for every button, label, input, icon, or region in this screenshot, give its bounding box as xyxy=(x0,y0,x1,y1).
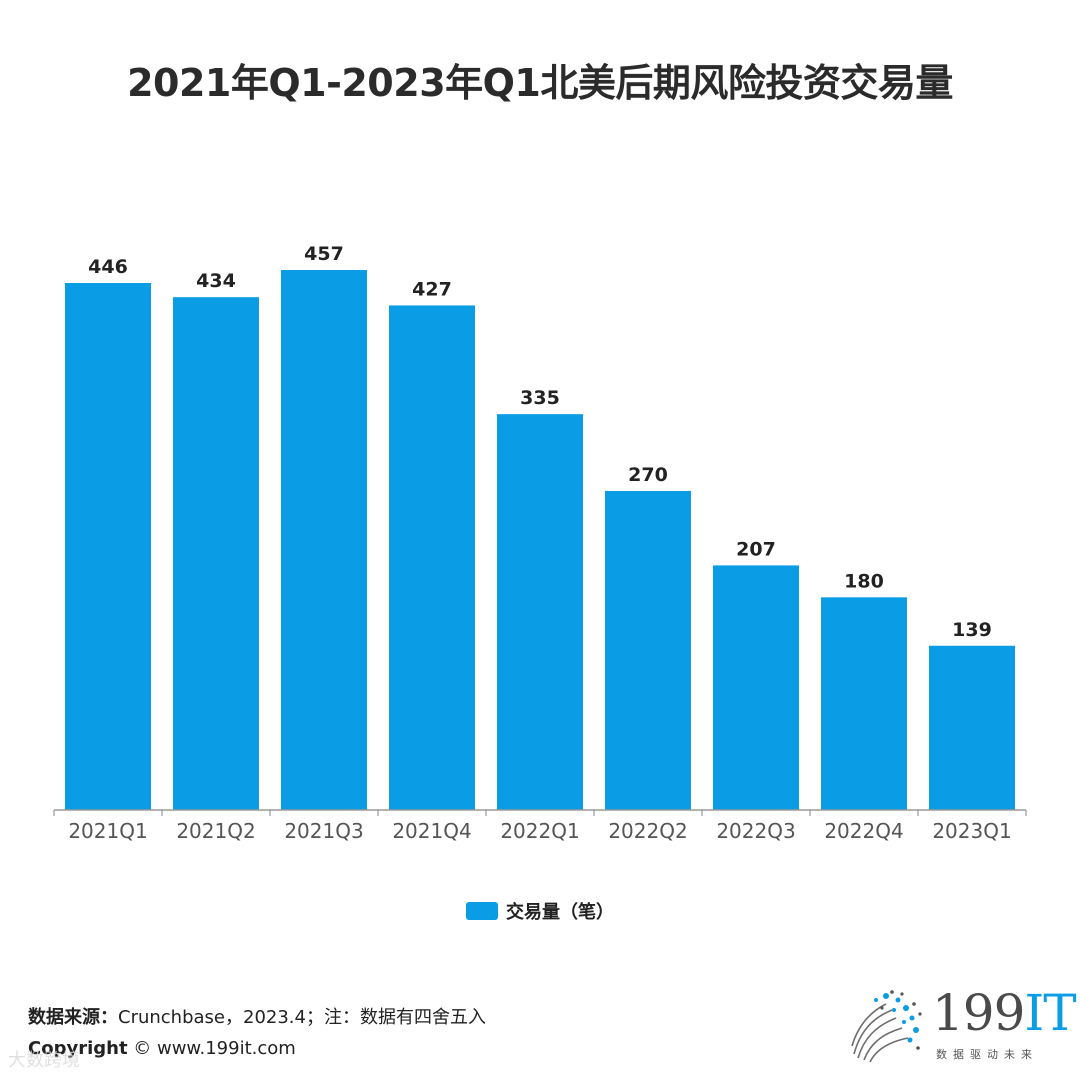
value-labels-layer: 446 434 457 427 335 270 207 180 139 xyxy=(88,243,992,641)
logo-it: IT xyxy=(1024,984,1076,1042)
bar-2022Q1 xyxy=(497,414,583,810)
bar-2021Q4 xyxy=(389,305,475,810)
data-label-2023Q1: 139 xyxy=(952,619,992,641)
data-label-2021Q2: 434 xyxy=(196,270,236,292)
watermark-text: 大数跨境 xyxy=(8,1050,80,1071)
legend-swatch xyxy=(466,902,498,920)
source-text: Crunchbase，2023.4；注：数据有四舍五入 xyxy=(118,1007,486,1028)
bar-2021Q2 xyxy=(173,297,259,810)
bar-2022Q4 xyxy=(821,597,907,810)
x-tick-label-2021Q2: 2021Q2 xyxy=(176,819,255,843)
legend: 交易量（笔） xyxy=(0,898,1080,924)
x-tick-label-2022Q4: 2022Q4 xyxy=(824,819,903,843)
bars-layer xyxy=(65,270,1015,810)
copyright-note: Copyright © www.199it.com xyxy=(28,1038,296,1059)
x-tick-label-2022Q2: 2022Q2 xyxy=(608,819,687,843)
data-label-2022Q3: 207 xyxy=(736,538,776,560)
data-label-2022Q2: 270 xyxy=(628,464,668,486)
x-tick-label-2023Q1: 2023Q1 xyxy=(932,819,1011,843)
bar-2021Q1 xyxy=(65,282,151,810)
bar-2021Q3 xyxy=(281,270,367,810)
data-label-2021Q3: 457 xyxy=(304,243,344,265)
x-axis: 2021Q1 2021Q2 2021Q3 2021Q4 2022Q1 2022Q2 2022… xyxy=(53,809,1027,843)
copyright-text: © www.199it.com xyxy=(127,1038,296,1059)
bar-2022Q3 xyxy=(713,565,799,810)
source-note: 数据来源：Crunchbase，2023.4；注：数据有四舍五入 xyxy=(28,1003,486,1029)
data-label-2022Q1: 335 xyxy=(520,387,560,409)
chart-title: 2021年Q1-2023年Q1北美后期风险投资交易量 xyxy=(127,61,953,105)
source-label: 数据来源： xyxy=(28,1007,118,1028)
x-tick-label-2021Q3: 2021Q3 xyxy=(284,819,363,843)
logo-tagline: 数据驱动未来 xyxy=(936,1048,1038,1061)
data-label-2022Q4: 180 xyxy=(844,570,884,592)
bar-chart: 446 434 457 427 335 270 207 180 139 2021Q1 2021Q2… xyxy=(53,243,1027,843)
data-label-2021Q1: 446 xyxy=(88,256,128,278)
x-tick-label-2021Q4: 2021Q4 xyxy=(392,819,471,843)
logo-wordmark: 199IT xyxy=(932,984,1077,1042)
x-tick-label-2022Q1: 2022Q1 xyxy=(500,819,579,843)
brand-logo: 199IT 数据驱动未来 xyxy=(846,984,1077,1068)
legend-label: 交易量（笔） xyxy=(506,902,614,923)
dot-globe-icon xyxy=(851,990,922,1063)
x-tick-label-2021Q1: 2021Q1 xyxy=(68,819,147,843)
bar-2022Q2 xyxy=(605,490,691,810)
bar-2023Q1 xyxy=(929,645,1015,810)
logo-number: 199 xyxy=(932,984,1025,1042)
x-tick-label-2022Q3: 2022Q3 xyxy=(716,819,795,843)
data-label-2021Q4: 427 xyxy=(412,278,452,300)
copyright-label: Copyright xyxy=(28,1038,128,1059)
